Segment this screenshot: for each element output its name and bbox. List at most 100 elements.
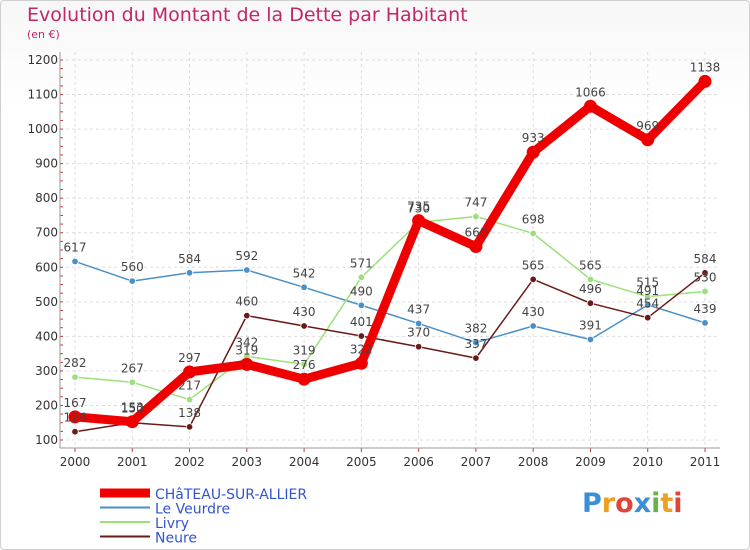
x-tick-label: 2000 [60, 455, 91, 469]
data-point [243, 311, 251, 320]
data-point [185, 423, 194, 431]
legend-label: Neure [155, 531, 197, 547]
data-label: 124 [64, 411, 87, 425]
data-point [586, 335, 595, 344]
data-point [185, 395, 194, 404]
data-label: 319 [293, 343, 316, 357]
data-label: 542 [293, 266, 316, 280]
data-point [183, 365, 197, 379]
data-label: 730 [407, 201, 430, 215]
series-layer [68, 74, 712, 436]
x-tick-label: 2002 [174, 455, 205, 469]
data-label: 454 [636, 297, 659, 311]
data-point [71, 373, 79, 381]
data-label: 571 [350, 256, 373, 270]
data-label: 490 [350, 284, 373, 298]
data-label: 1066 [575, 85, 606, 99]
data-label: 282 [64, 356, 87, 370]
data-point [469, 240, 483, 254]
legend-label: CHâTEAU-SUR-ALLIER [155, 487, 307, 503]
data-label: 430 [522, 305, 545, 319]
data-point [300, 283, 308, 292]
y-tick-label: 400 [35, 329, 58, 343]
data-label: 460 [235, 295, 258, 309]
legend-label: Livry [155, 516, 189, 532]
data-label: 276 [293, 358, 316, 372]
data-point [641, 133, 655, 147]
data-label: 660 [464, 226, 487, 240]
y-tick-label: 1100 [27, 88, 58, 102]
x-tick-label: 2007 [461, 455, 492, 469]
x-tick-label: 2003 [232, 455, 263, 469]
y-tick-label: 800 [35, 191, 58, 205]
data-point [357, 332, 366, 340]
data-point [357, 301, 366, 309]
data-label: 584 [694, 252, 717, 266]
data-point [472, 338, 480, 347]
data-label: 297 [178, 351, 201, 365]
data-label: 698 [522, 212, 545, 226]
data-label: 342 [235, 335, 258, 349]
logo-letter: r [601, 488, 616, 519]
data-label: 560 [121, 260, 144, 274]
data-label: 370 [407, 326, 430, 340]
logo-letter: t [660, 488, 674, 519]
data-label: 515 [636, 276, 659, 290]
data-label: 138 [178, 406, 201, 420]
data-point [185, 269, 194, 277]
data-label: 391 [579, 318, 602, 332]
data-label: 617 [64, 240, 87, 254]
x-tick-label: 2010 [632, 455, 663, 469]
y-tick-label: 300 [35, 364, 58, 378]
y-tick-label: 700 [35, 226, 58, 240]
data-label: 319 [235, 343, 258, 357]
axes: 100 200 300 400 500 600 700 800 900 1000 1100 1200 2… [27, 52, 720, 469]
data-label: 969 [636, 119, 659, 133]
series-line [70, 76, 710, 427]
data-label: 430 [293, 305, 316, 319]
data-point [71, 428, 79, 436]
series-line [74, 260, 706, 344]
data-point [414, 343, 423, 351]
chart-title: Evolution du Montant de la Dette par Hab… [27, 4, 468, 26]
data-label: 565 [579, 258, 602, 272]
data-label: 439 [694, 302, 717, 316]
data-point [586, 299, 595, 307]
data-point [412, 214, 426, 228]
y-tick-label: 600 [35, 260, 58, 274]
data-point [125, 415, 139, 429]
x-tick-label: 2008 [518, 455, 549, 469]
data-label: 491 [636, 284, 659, 298]
data-point [128, 277, 136, 285]
data-label: 933 [522, 131, 545, 145]
data-label: 267 [121, 361, 144, 375]
data-label: 337 [464, 337, 487, 351]
y-tick-label: 900 [35, 157, 58, 171]
logo-letter: P [582, 488, 602, 519]
data-point [71, 257, 79, 266]
series-line [74, 272, 706, 433]
data-point [644, 292, 652, 301]
x-tick-label: 2011 [690, 455, 721, 469]
data-point [243, 266, 251, 274]
logo-letter: i [651, 488, 661, 519]
data-point [472, 212, 480, 221]
data-label: 592 [235, 249, 258, 263]
logo-letter: i [673, 488, 683, 519]
logo-letter: x [633, 488, 652, 519]
data-label: 217 [178, 379, 201, 393]
data-label: 1138 [690, 60, 721, 74]
logo-letter: o [615, 488, 634, 519]
data-point [354, 356, 368, 370]
chart-subtitle: (en €) [27, 28, 60, 41]
series-line [74, 215, 706, 401]
data-label: 401 [350, 315, 373, 329]
y-tick-label: 1000 [27, 122, 58, 136]
proxiti-logo: Proxiti [582, 488, 683, 519]
data-label: 382 [464, 322, 487, 336]
data-point [240, 357, 254, 371]
data-point [586, 275, 595, 284]
data-label: 747 [464, 195, 487, 209]
